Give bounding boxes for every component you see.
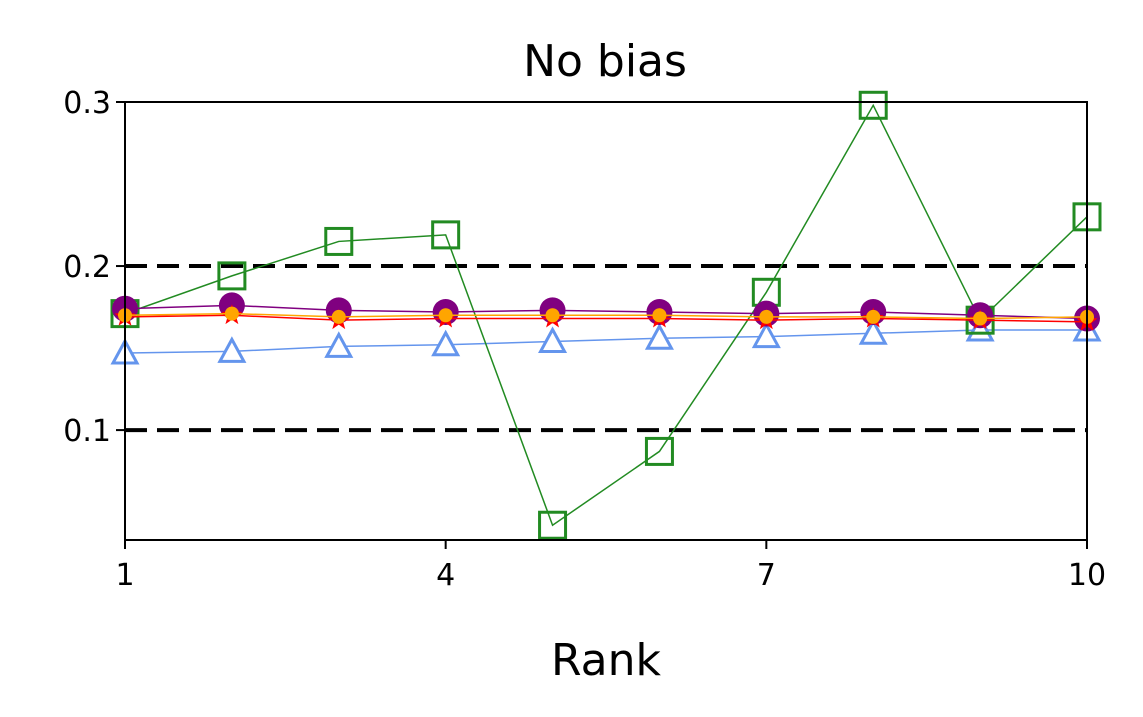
- data-point-s0-2: [324, 226, 354, 256]
- data-point-s3-8: [973, 311, 988, 326]
- data-point-s4-3: [431, 329, 461, 357]
- data-point-s3-3: [438, 308, 453, 323]
- data-point-s4-1: [217, 336, 247, 363]
- series-3: [118, 306, 1094, 326]
- reference-lines: [125, 264, 1087, 433]
- data-point-s0-5: [644, 436, 674, 466]
- y-tick-label-0: 0.1: [63, 414, 111, 449]
- data-point-s3-5: [652, 308, 667, 323]
- y-axis-ticks: 0.1 0.2 0.3: [63, 86, 125, 449]
- series-line-0: [124, 103, 1088, 527]
- data-point-s0-7: [858, 90, 888, 120]
- series-line-4: [124, 329, 1087, 354]
- data-point-s3-4: [545, 308, 560, 323]
- data-point-s3-6: [759, 309, 774, 324]
- x-tick-label-3: 10: [1068, 558, 1106, 593]
- data-point-s0-4: [538, 510, 568, 540]
- data-point-s3-7: [866, 309, 881, 324]
- series-4: [110, 314, 1102, 365]
- data-point-s3-2: [331, 309, 346, 324]
- series-layer: [110, 90, 1102, 540]
- data-point-s4-2: [324, 331, 354, 358]
- data-point-s0-3: [431, 220, 461, 250]
- chart-title: No bias: [523, 36, 687, 87]
- series-line-3: [124, 312, 1088, 320]
- series-line-2: [124, 314, 1088, 323]
- x-tick-label-1: 4: [436, 558, 455, 593]
- series-line-1: [124, 304, 1088, 320]
- x-axis-label: Rank: [551, 635, 661, 686]
- x-tick-label-2: 7: [757, 558, 776, 593]
- y-tick-label-2: 0.3: [63, 86, 111, 121]
- data-point-s4-4: [538, 326, 568, 354]
- series-1: [112, 292, 1100, 332]
- x-tick-label-0: 1: [115, 558, 134, 593]
- data-point-s4-6: [751, 321, 781, 349]
- plot-frame: [124, 101, 1088, 541]
- data-point-s0-1: [217, 261, 247, 291]
- x-axis-ticks: 1 4 7 10: [115, 540, 1106, 593]
- y-tick-label-1: 0.2: [63, 250, 111, 285]
- data-point-s4-5: [644, 323, 674, 350]
- data-point-s3-1: [224, 306, 239, 321]
- data-point-s4-7: [858, 318, 888, 345]
